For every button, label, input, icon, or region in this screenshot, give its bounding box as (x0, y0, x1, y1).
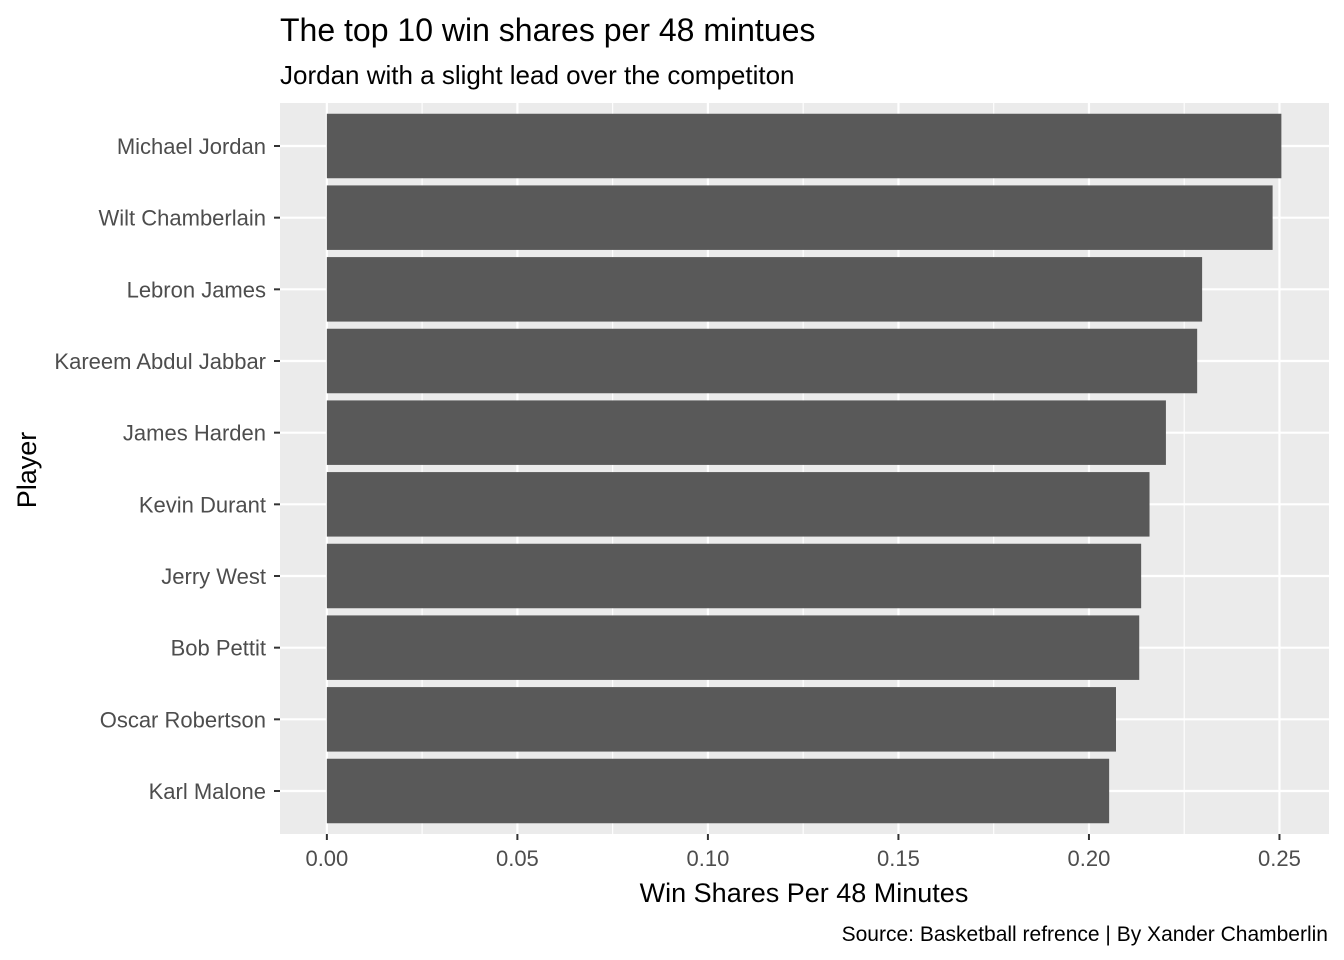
y-axis-title: Player (12, 432, 42, 509)
bar (326, 472, 1150, 537)
bar (326, 400, 1166, 465)
bar (326, 543, 1142, 609)
x-axis-title: Win Shares Per 48 Minutes (640, 878, 969, 908)
bar (326, 687, 1116, 752)
y-tick-label: Kareem Abdul Jabbar (54, 349, 266, 374)
bar (326, 758, 1110, 824)
y-axis: Michael Jordan Wilt Chamberlain Lebron Jam… (54, 134, 280, 804)
y-tick-label: James Harden (123, 421, 266, 446)
chart-title: The top 10 win shares per 48 mintues (280, 12, 815, 48)
bar (326, 615, 1140, 680)
x-tick-label: 0.10 (686, 846, 729, 871)
x-tick-label: 0.25 (1258, 846, 1301, 871)
y-tick-label: Michael Jordan (117, 134, 266, 159)
chart-caption: Source: Basketball refrence | By Xander … (842, 923, 1328, 946)
y-tick-label: Jerry West (161, 564, 266, 589)
y-tick-label: Kevin Durant (139, 492, 266, 517)
x-tick-label: 0.05 (496, 846, 539, 871)
bar (326, 328, 1198, 394)
x-tick-label: 0.20 (1068, 846, 1111, 871)
chart-subtitle: Jordan with a slight lead over the compe… (280, 60, 795, 90)
bar (326, 113, 1282, 179)
bar (326, 185, 1273, 250)
y-tick-label: Wilt Chamberlain (99, 206, 267, 231)
x-axis: 0.00 0.05 0.10 0.15 0.20 0.25 (305, 834, 1301, 871)
y-tick-label: Bob Pettit (171, 636, 266, 661)
bar (326, 257, 1203, 322)
bars (326, 113, 1282, 824)
y-tick-label: Oscar Robertson (100, 707, 266, 732)
x-tick-label: 0.15 (877, 846, 920, 871)
y-tick-label: Karl Malone (149, 779, 266, 804)
y-tick-label: Lebron James (127, 277, 266, 302)
x-tick-label: 0.00 (305, 846, 348, 871)
